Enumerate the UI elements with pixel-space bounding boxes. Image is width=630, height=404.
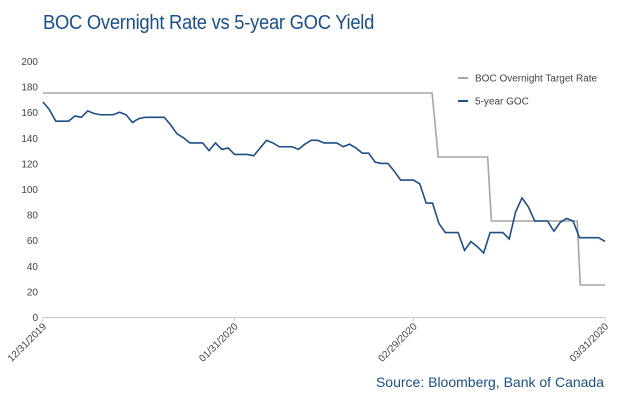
x-tick-label: 12/31/2019 [6, 321, 49, 364]
chart-title: BOC Overnight Rate vs 5-year GOC Yield [43, 12, 375, 34]
source-note: Source: Bloomberg, Bank of Canada [375, 374, 604, 390]
y-tick-label: 40 [27, 262, 39, 273]
y-tick-label: 0 [32, 313, 38, 324]
x-tick-label: 03/31/2020 [568, 321, 611, 364]
y-tick-label: 100 [21, 185, 38, 196]
y-tick-label: 160 [21, 108, 38, 119]
series-line-boc-overnight-rate [43, 92, 605, 286]
y-tick-label: 200 [21, 57, 38, 68]
legend-label: BOC Overnight Target Rate [475, 74, 598, 85]
x-tick-label: 01/31/2020 [197, 321, 240, 364]
y-tick-label: 60 [27, 236, 39, 247]
legend-label: 5-year GOC [475, 97, 529, 108]
x-tick-label: 02/29/2020 [376, 321, 419, 364]
y-tick-label: 120 [21, 159, 38, 170]
y-tick-label: 180 [21, 83, 38, 94]
y-tick-label: 20 [27, 287, 39, 298]
series-line-5-year-goc [42, 101, 606, 255]
y-tick-label: 80 [27, 211, 39, 222]
y-tick-label: 140 [21, 134, 38, 145]
